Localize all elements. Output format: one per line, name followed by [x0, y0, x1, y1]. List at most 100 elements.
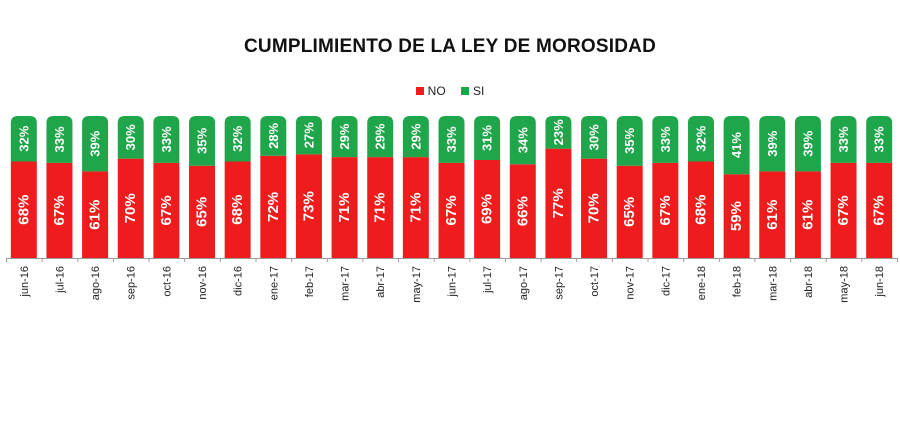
- data-label-si: 32%: [16, 125, 31, 151]
- data-label-si: 33%: [444, 126, 459, 152]
- x-tick-label: oct-17: [589, 266, 601, 297]
- data-label-si: 32%: [230, 125, 245, 151]
- bar-segment-no: [295, 154, 322, 258]
- data-label-no: 67%: [835, 195, 852, 225]
- x-tick-label: sep-16: [126, 266, 138, 300]
- bar-segment-no: [759, 171, 786, 258]
- legend-item-si: SI: [461, 84, 484, 98]
- bar-segment-no: [723, 174, 750, 258]
- data-label-no: 67%: [871, 195, 888, 225]
- data-label-no: 67%: [443, 195, 460, 225]
- bar-segment-si: [46, 116, 73, 163]
- legend-swatch-no: [415, 87, 424, 95]
- data-label-si: 33%: [836, 126, 851, 152]
- x-tick-label: jul-16: [54, 266, 66, 294]
- legend-label-no: NO: [427, 84, 446, 98]
- bar-segment-no: [866, 162, 893, 258]
- bar-segment-no: [509, 164, 536, 258]
- bar-segment-no: [224, 161, 251, 258]
- bar-segment-no: [46, 162, 73, 258]
- data-label-si: 32%: [693, 125, 708, 151]
- bar-segment-no: [581, 158, 608, 258]
- data-label-no: 68%: [229, 195, 246, 225]
- data-label-no: 72%: [265, 192, 282, 222]
- data-label-si: 41%: [729, 132, 744, 158]
- bar-segment-si: [652, 116, 679, 163]
- bar-segment-si: [509, 116, 536, 165]
- bar-segment-si: [153, 116, 180, 163]
- bar-segment-si: [331, 116, 358, 158]
- x-tick-label: oct-16: [161, 266, 173, 297]
- legend-label-si: SI: [473, 84, 485, 98]
- data-label-si: 33%: [658, 126, 673, 152]
- data-label-si: 39%: [88, 130, 103, 156]
- bar-segment-si: [260, 116, 287, 156]
- bar-segment-si: [82, 116, 109, 172]
- bar-segment-si: [189, 116, 216, 166]
- x-tick-label: dic-17: [660, 266, 672, 296]
- data-label-si: 34%: [515, 127, 530, 153]
- data-label-si: 33%: [159, 126, 174, 152]
- x-tick-label: mar-17: [340, 266, 352, 301]
- x-tick-label: abr-17: [375, 266, 387, 298]
- bar-segment-si: [581, 116, 608, 159]
- data-label-si: 30%: [123, 124, 138, 150]
- data-label-no: 61%: [764, 200, 781, 230]
- bar-segment-si: [10, 116, 37, 162]
- data-label-si: 39%: [765, 130, 780, 156]
- data-label-si: 23%: [551, 119, 566, 145]
- chart-title: CUMPLIMIENTO DE LA LEY DE MOROSIDAD: [243, 36, 656, 57]
- data-label-no: 67%: [657, 195, 674, 225]
- data-label-no: 70%: [586, 193, 603, 223]
- data-label-no: 71%: [372, 193, 389, 223]
- bar-segment-si: [830, 116, 857, 163]
- bar-segment-si: [794, 116, 821, 172]
- x-tick-label: nov-16: [197, 266, 209, 300]
- bar-segment-no: [117, 158, 144, 258]
- legend-swatch-si: [461, 87, 469, 95]
- bar-segment-si: [224, 116, 251, 162]
- bar-segment-no: [438, 162, 465, 258]
- bar-segment-no: [652, 162, 679, 258]
- bar-segment-si: [438, 116, 465, 163]
- bar-segment-si: [474, 116, 501, 161]
- data-label-si: 30%: [587, 124, 602, 150]
- data-label-si: 29%: [408, 123, 423, 149]
- x-tick-label: mar-18: [767, 266, 779, 301]
- data-label-si: 27%: [301, 122, 316, 148]
- bar-segment-si: [295, 116, 322, 155]
- bar-segment-no: [545, 148, 572, 258]
- data-label-si: 31%: [480, 125, 495, 151]
- bar-segment-si: [545, 116, 572, 149]
- bar-segment-no: [474, 160, 501, 258]
- bar-segment-si: [117, 116, 144, 159]
- data-label-si: 28%: [266, 122, 281, 148]
- x-tick-label: jun-18: [874, 266, 886, 298]
- data-label-no: 67%: [51, 195, 68, 225]
- x-tick-label: dic-16: [233, 266, 245, 296]
- data-label-no: 68%: [692, 195, 709, 225]
- bar-segment-no: [367, 157, 394, 258]
- data-label-no: 67%: [158, 195, 175, 225]
- x-tick-label: ene-17: [268, 266, 280, 300]
- x-tick-label: feb-17: [304, 266, 316, 297]
- data-label-si: 33%: [52, 126, 67, 152]
- data-label-si: 35%: [622, 127, 637, 153]
- data-label-si: 33%: [872, 126, 887, 152]
- data-label-no: 71%: [407, 193, 424, 223]
- data-label-no: 61%: [799, 200, 816, 230]
- bar-segment-si: [866, 116, 893, 163]
- bar-segment-no: [331, 157, 358, 258]
- x-tick-label: jul-17: [482, 266, 494, 294]
- x-tick-label: may-17: [411, 266, 423, 303]
- bar-segment-no: [260, 155, 287, 258]
- x-tick-label: may-18: [839, 266, 851, 303]
- x-tick-label: jun-17: [447, 266, 459, 298]
- data-label-no: 66%: [514, 196, 531, 226]
- bar-segment-no: [402, 157, 429, 258]
- bar-segment-si: [402, 116, 429, 158]
- data-label-no: 69%: [479, 194, 496, 224]
- x-tick-label: ago-16: [90, 266, 102, 300]
- x-tick-label: sep-17: [553, 266, 565, 300]
- data-label-no: 70%: [122, 193, 139, 223]
